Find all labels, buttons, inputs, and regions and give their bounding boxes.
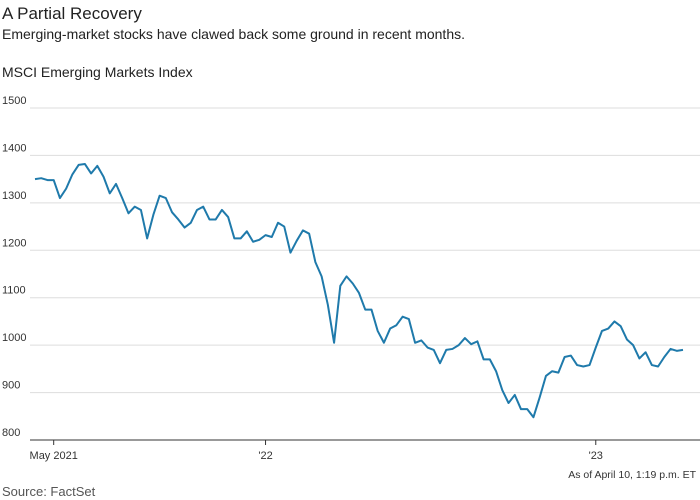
line-series xyxy=(34,162,684,419)
y-tick-label: 1400 xyxy=(2,142,26,154)
y-tick-label: 1200 xyxy=(2,237,26,249)
x-tick-label: '23 xyxy=(589,450,603,462)
x-tick-label: May 2021 xyxy=(30,450,78,462)
y-tick-label: 1000 xyxy=(2,332,26,344)
chart-title: A Partial Recovery xyxy=(2,4,142,23)
note: As of April 10, 1:19 p.m. ET xyxy=(568,469,696,481)
source: Source: FactSet xyxy=(2,484,96,499)
y-tick-label: 1300 xyxy=(2,190,26,202)
y-tick-label: 800 xyxy=(2,427,20,439)
y-tick-label: 1100 xyxy=(2,285,26,297)
chart-subtitle: Emerging-market stocks have clawed back … xyxy=(2,26,465,42)
x-tick-label: '22 xyxy=(258,450,272,462)
y-axis-label: MSCI Emerging Markets Index xyxy=(2,64,193,80)
y-tick-label: 900 xyxy=(2,380,20,392)
y-tick-label: 1500 xyxy=(2,95,26,107)
